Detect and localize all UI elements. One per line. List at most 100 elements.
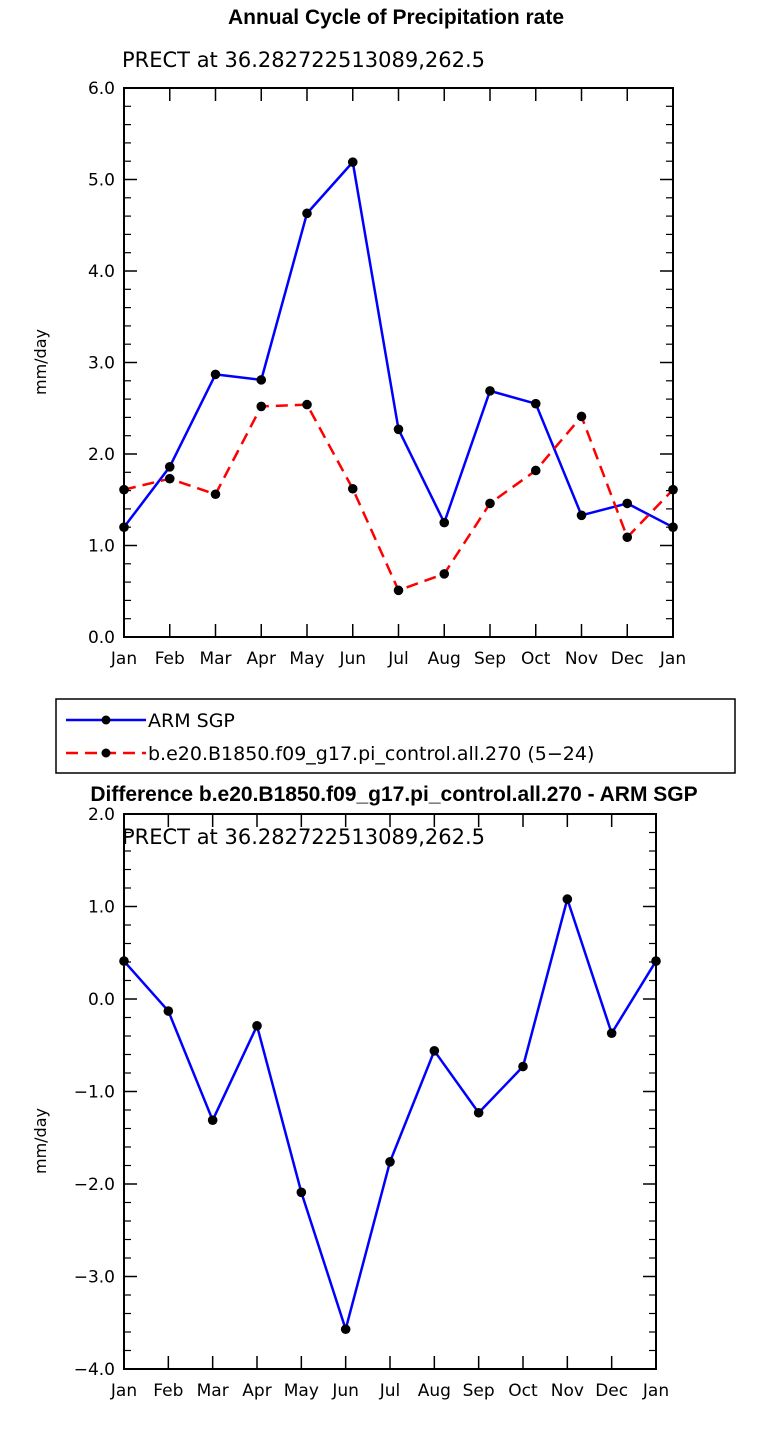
chart-1-series-2-point — [119, 484, 129, 495]
chart-2-subtitle: PRECT at 36.282722513089,262.5 — [122, 825, 485, 849]
chart-1-xtick-label: May — [289, 649, 324, 669]
chart-2-ytick-label: 2.0 — [88, 805, 115, 825]
chart-1-xtick-label: Jan — [659, 649, 686, 669]
chart-2-xtick-label: Jun — [331, 1381, 359, 1401]
chart-1-xtick-label: Feb — [155, 649, 185, 669]
chart-2-xtick-label: Nov — [551, 1381, 584, 1401]
chart-1-series-1-point — [393, 424, 404, 435]
chart-2-series-1-point — [207, 1115, 218, 1125]
chart-1-xtick-label: Jan — [110, 649, 137, 669]
chart-2-frame — [123, 813, 657, 1370]
chart-1-series-1-point — [256, 375, 267, 385]
chart-2-xtick-label: Apr — [242, 1381, 271, 1401]
chart-1-series-2-point — [576, 411, 587, 422]
chart-2-ytick-label: 1.0 — [88, 898, 115, 918]
chart-1-series-1-point — [576, 510, 587, 521]
chart-1-xtick-label: Aug — [428, 649, 461, 669]
chart-1-ytick-label: 1.0 — [88, 537, 115, 557]
chart-1-ytick-label: 3.0 — [88, 354, 115, 374]
chart-1-ytick-label: 5.0 — [88, 171, 115, 191]
chart-2-series-1-point — [119, 956, 129, 966]
chart-2-series-1-point — [296, 1187, 307, 1198]
chart-1-series-1-line — [123, 160, 674, 529]
chart-1-series-1-point — [119, 522, 129, 532]
legend: ARM SGP b.e20.B1850.f09_g17.pi_control.a… — [55, 698, 736, 774]
chart-1-series-1-point — [439, 517, 450, 528]
legend-label-series-1: ARM SGP — [148, 710, 235, 732]
legend-item-series-1: ARM SGP — [66, 710, 235, 732]
chart-2-ylabel: mm/day — [31, 1108, 50, 1174]
chart-2-ytick-label: −2.0 — [74, 1175, 115, 1195]
chart-1-series-2-point — [302, 399, 312, 410]
chart-1-series-1-point — [302, 208, 312, 219]
chart-1-ytick-label: 6.0 — [88, 79, 115, 99]
legend-marker-series-2 — [101, 748, 111, 758]
chart-1-xtick-label: Apr — [247, 649, 276, 669]
legend-item-series-2: b.e20.B1850.f09_g17.pi_control.all.270 (… — [66, 743, 594, 765]
chart-1-series-1-point — [485, 386, 495, 396]
chart-2-series-1-point — [385, 1157, 395, 1167]
chart-1-series-2-point — [485, 498, 495, 509]
chart-1-series-2-point — [530, 465, 541, 476]
chart-2-xtick-label: Feb — [153, 1381, 183, 1401]
chart-2-series-1-line — [123, 897, 658, 1331]
chart-2-ytick-label: 0.0 — [88, 990, 115, 1010]
chart-2-plot: −4.0 −3.0 −2.0 −1.0 0.0 1.0 2.0 Jan Feb Mar Apr May… — [74, 805, 669, 1401]
chart-1-series-1-point — [668, 522, 678, 532]
chart-2-series-1-point — [651, 956, 661, 966]
chart-2-series-1-point — [429, 1046, 440, 1056]
chart-2-ytick-label: −4.0 — [74, 1360, 115, 1380]
chart-1-series-2-point — [439, 569, 450, 579]
chart-2-xtick-label: Jul — [379, 1381, 401, 1401]
legend-box — [55, 698, 736, 774]
chart-1-ytick-label: 4.0 — [88, 262, 115, 282]
chart-1-ylabel: mm/day — [31, 329, 50, 395]
chart-1-xtick-label: Jun — [338, 649, 366, 669]
chart-1-ytick-label: 2.0 — [88, 445, 115, 465]
chart-1-series-2-point — [393, 585, 404, 596]
chart-2-series-1-point — [518, 1061, 528, 1072]
chart-2-series-1-point — [252, 1021, 262, 1031]
chart-1-frame — [123, 87, 674, 638]
chart-2-series-1-point — [163, 1006, 174, 1016]
chart-2-xtick-label: Mar — [197, 1381, 229, 1401]
chart-2-xtick-label: Sep — [463, 1381, 495, 1401]
chart-1-series-2-point — [347, 483, 358, 494]
chart-1-xtick-label: Sep — [474, 649, 506, 669]
chart-2-series-1-point — [340, 1324, 351, 1335]
chart-1-ytick-label: 0.0 — [88, 628, 115, 648]
chart-1-plot: 0.0 1.0 2.0 3.0 4.0 5.0 6.0 Jan Feb Mar Apr May Jun J… — [88, 79, 686, 669]
chart-2-xtick-label: Jan — [642, 1381, 669, 1401]
chart-1-series-2-point — [256, 401, 267, 412]
chart-1-series-1-point — [210, 369, 221, 380]
chart-2-xtick-label: Jan — [110, 1381, 137, 1401]
chart-2-xtick-label: May — [284, 1381, 319, 1401]
chart-2-xtick-label: Dec — [595, 1381, 628, 1401]
chart-1-series-2-point — [668, 484, 678, 495]
chart-1-series-2-point — [210, 489, 221, 500]
chart-2-title: Difference b.e20.B1850.f09_g17.pi_contro… — [90, 783, 697, 806]
chart-2-xtick-label: Aug — [418, 1381, 451, 1401]
chart-2-xtick-label: Oct — [508, 1381, 538, 1401]
chart-1-xtick-label: Jul — [387, 649, 409, 669]
chart-2-series-1-point — [606, 1028, 617, 1039]
chart-2-ytick-label: −3.0 — [74, 1268, 115, 1288]
chart-2-series-1-point — [562, 894, 573, 904]
chart-1-series-1-point — [530, 398, 541, 409]
chart-1-subtitle: PRECT at 36.282722513089,262.5 — [122, 48, 485, 72]
legend-marker-series-1 — [101, 715, 111, 725]
chart-1-series-1-point — [622, 498, 633, 509]
chart-1-xtick-label: Dec — [611, 649, 644, 669]
chart-1-title: Annual Cycle of Precipitation rate — [228, 6, 564, 29]
legend-label-series-2: b.e20.B1850.f09_g17.pi_control.all.270 (… — [148, 743, 594, 765]
chart-1-xtick-label: Mar — [199, 649, 231, 669]
chart-1-series-1-point — [347, 157, 358, 167]
chart-1-xtick-label: Nov — [565, 649, 598, 669]
chart-1-series-2-point — [622, 532, 633, 543]
chart-2-series-1-point — [473, 1107, 484, 1118]
chart-1-xtick-label: Oct — [521, 649, 551, 669]
chart-2-ytick-label: −1.0 — [74, 1083, 115, 1103]
chart-1-series-1-point — [164, 462, 175, 472]
chart-1-series-2-point — [164, 473, 175, 484]
